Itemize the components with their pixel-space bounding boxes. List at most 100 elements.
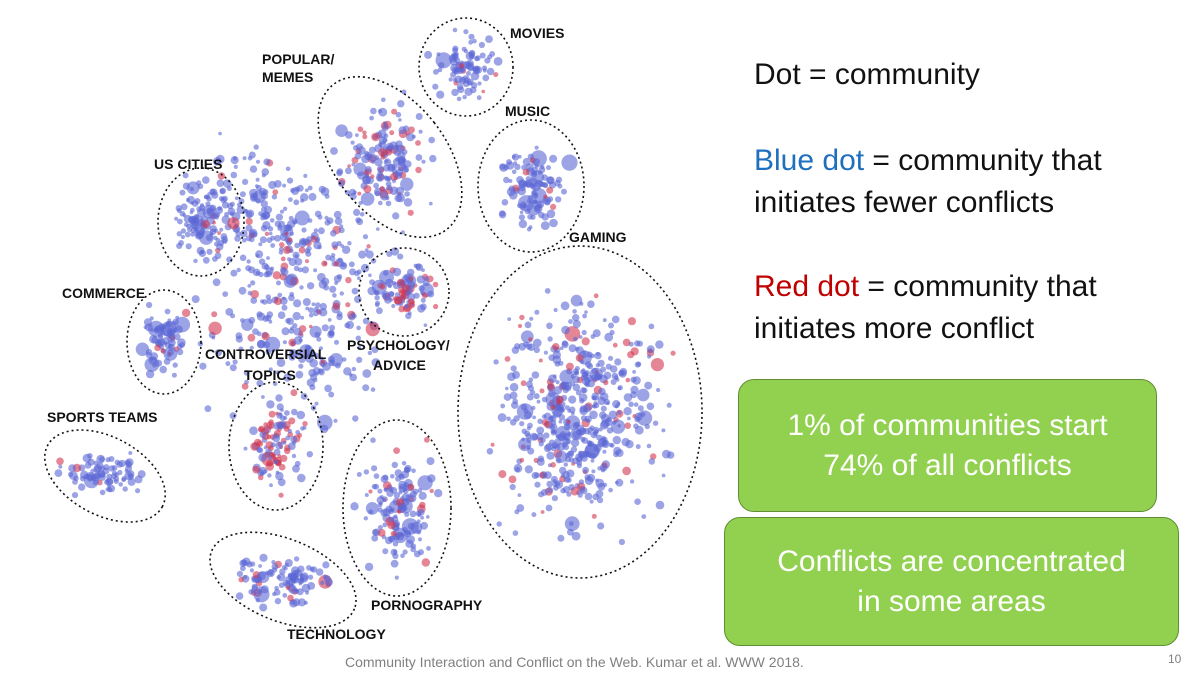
community-dot-blue [268, 367, 273, 372]
community-dot-blue [199, 203, 205, 208]
community-dot-blue [289, 599, 298, 608]
community-dot-blue [496, 521, 502, 527]
community-dot-blue [302, 298, 311, 306]
community-dot-blue [384, 296, 392, 304]
community-dot-red [540, 510, 545, 514]
community-dot-blue [514, 466, 521, 472]
community-dot-blue [243, 208, 249, 214]
community-dot-blue [404, 167, 409, 173]
community-dot-blue [260, 200, 268, 208]
community-dot-blue [297, 598, 306, 607]
community-dot-blue [602, 318, 607, 323]
legend-red-2: initiates more conflict [754, 310, 1034, 348]
community-dot-blue [328, 391, 335, 398]
community-dot-blue [512, 530, 519, 536]
community-dot-blue [262, 299, 268, 305]
community-dot-red [391, 108, 398, 115]
community-dot-red [370, 174, 375, 179]
community-dot-blue [316, 336, 322, 342]
community-dot-blue [434, 489, 443, 498]
community-dot-blue [274, 234, 281, 242]
community-dot-blue [541, 472, 547, 478]
community-dot-blue [666, 402, 672, 408]
community-dot-blue [232, 156, 237, 161]
community-dot-blue [648, 323, 655, 330]
community-dot-blue [376, 227, 380, 231]
community-dot-blue [334, 217, 343, 225]
community-dot-blue [288, 328, 295, 334]
community-dot-blue [364, 173, 370, 178]
community-dot-blue [114, 459, 121, 466]
community-dot-blue [572, 314, 580, 322]
community-dot-blue [570, 438, 580, 447]
community-dot-blue [277, 478, 286, 487]
community-dot-blue [272, 434, 281, 443]
community-dot-blue [282, 183, 287, 188]
community-dot-blue [543, 432, 550, 439]
community-dot-blue [90, 468, 95, 474]
community-dot-blue [205, 195, 210, 200]
community-dot-blue [401, 461, 407, 466]
community-dot-blue [318, 346, 323, 351]
community-dot-blue [452, 45, 459, 52]
community-dot-blue [279, 209, 285, 214]
community-dot-blue [296, 184, 304, 192]
community-dot-blue [289, 291, 295, 297]
community-dot-blue [437, 67, 443, 73]
community-dot-blue [391, 461, 398, 469]
community-dot-blue [541, 488, 548, 496]
community-dot-blue [122, 486, 128, 492]
community-dot-blue [532, 158, 540, 166]
community-dot-blue [546, 322, 553, 330]
community-dot-blue [102, 467, 110, 475]
community-dot-blue [595, 478, 599, 483]
community-dot-blue [404, 464, 412, 473]
community-dot-blue [647, 354, 652, 359]
community-dot-blue [646, 402, 655, 411]
community-dot-blue [242, 156, 247, 161]
community-dot-blue [485, 35, 493, 43]
community-dot-blue [546, 165, 551, 171]
community-dot-blue [385, 505, 393, 513]
community-dot-blue [568, 319, 573, 324]
community-dot-blue [383, 270, 389, 276]
community-dot-red [593, 293, 599, 299]
community-dot-blue [582, 372, 589, 379]
community-dot-blue [308, 312, 314, 318]
community-dot-blue [186, 223, 192, 229]
community-dot-blue [308, 307, 314, 314]
community-dot-blue [176, 348, 184, 356]
community-dot-blue [282, 593, 288, 598]
community-dot-blue [475, 55, 481, 61]
community-dot-blue [336, 313, 343, 321]
community-dot-blue [478, 41, 485, 49]
community-dot-blue [352, 415, 359, 422]
community-dot-blue [275, 370, 280, 375]
community-dot-blue [386, 184, 393, 191]
community-dot-blue [586, 473, 596, 483]
community-dot-blue [399, 503, 406, 510]
community-dot-blue [595, 490, 604, 498]
community-dot-blue [614, 404, 619, 409]
community-dot-red [429, 488, 434, 494]
community-dot-red [181, 308, 191, 318]
community-dot-blue [253, 144, 259, 150]
community-dot-red [268, 410, 276, 418]
community-dot-blue [367, 350, 373, 356]
community-dot-blue [365, 250, 374, 259]
community-dot-blue [421, 159, 426, 164]
community-dot-red [377, 529, 386, 537]
community-dot-blue [286, 177, 294, 184]
community-dot-blue [275, 213, 283, 221]
community-dot-blue [236, 267, 241, 273]
community-dot-blue [269, 218, 275, 223]
community-dot-blue [111, 473, 117, 480]
community-dot-blue [603, 371, 612, 380]
community-dot-blue [357, 146, 366, 155]
community-dot-blue [394, 469, 402, 477]
community-dot-blue [563, 423, 571, 431]
community-dot-red [552, 343, 560, 351]
cluster-outline-us-cities [157, 167, 245, 277]
community-dot-red [280, 454, 288, 462]
community-dot-blue [592, 404, 597, 409]
